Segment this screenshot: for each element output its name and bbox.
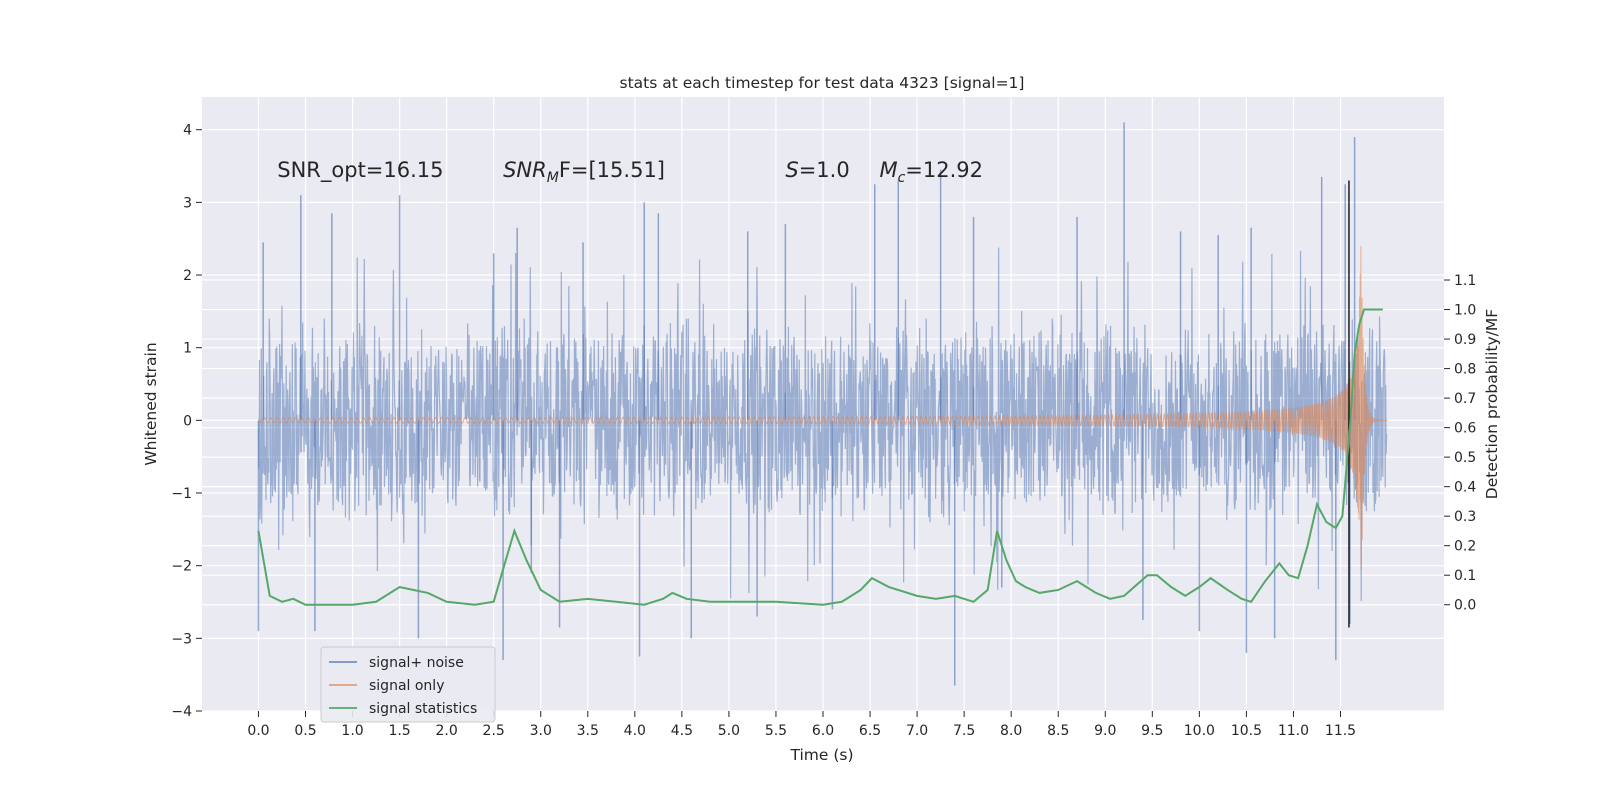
x-tick-label: 11.0 bbox=[1278, 723, 1309, 739]
x-tick-label: 7.5 bbox=[953, 723, 975, 739]
annotation-subscript: c bbox=[898, 170, 906, 186]
annotation-1: SNRMF=[15.51] bbox=[503, 158, 665, 186]
annotation-3: Mc=12.92 bbox=[879, 158, 983, 186]
x-axis-label: Time (s) bbox=[789, 746, 853, 764]
y-right-tick-label: 1.1 bbox=[1454, 273, 1476, 289]
axes: −4 −3 −2 −1 0 1 2 3 4 0.0 0.1 0.2 0.3 0.4 0.5 0.6 0.7 0.8… bbox=[171, 123, 1476, 739]
chart-title: stats at each timestep for test data 432… bbox=[620, 74, 1025, 92]
y-left-tick-label: −3 bbox=[171, 631, 192, 647]
series-signal-statistics bbox=[257, 308, 1383, 606]
y-left-tick-label: 2 bbox=[183, 268, 192, 284]
annotation-2: S=1.0 bbox=[785, 158, 849, 182]
annotation-symbol: M bbox=[879, 158, 897, 182]
x-tick-label: 9.5 bbox=[1141, 723, 1163, 739]
x-tick-label: 9.0 bbox=[1094, 723, 1116, 739]
y-left-tick-label: 0 bbox=[183, 413, 192, 429]
y-right-tick-label: 0.2 bbox=[1454, 539, 1476, 555]
y-left-tick-label: −1 bbox=[171, 486, 192, 502]
x-tick-label: 3.5 bbox=[577, 723, 599, 739]
y-right-tick-label: 0.1 bbox=[1454, 568, 1476, 584]
y-right-tick-label: 0.7 bbox=[1454, 391, 1476, 407]
legend-label: signal only bbox=[369, 678, 444, 694]
y-left-tick-label: −4 bbox=[171, 704, 192, 720]
y-right-tick-label: 0.0 bbox=[1454, 598, 1476, 614]
x-tick-label: 11.5 bbox=[1325, 723, 1356, 739]
x-tick-label: 4.0 bbox=[624, 723, 646, 739]
x-tick-label: 2.5 bbox=[483, 723, 505, 739]
annotation-0: SNR_opt=16.15 bbox=[277, 158, 443, 183]
annotation-text: =1.0 bbox=[799, 158, 850, 182]
annotation-text: SNR_opt=16.15 bbox=[277, 158, 443, 183]
y-right-tick-label: 0.3 bbox=[1454, 509, 1476, 525]
x-tick-label: 1.5 bbox=[388, 723, 410, 739]
annotation-text: =12.92 bbox=[905, 158, 983, 182]
y-right-tick-label: 0.6 bbox=[1454, 421, 1476, 437]
series-signal-only bbox=[258, 245, 1388, 570]
y-left-tick-label: 3 bbox=[183, 195, 192, 211]
x-tick-label: 1.0 bbox=[341, 723, 363, 739]
x-tick-label: 0.5 bbox=[294, 723, 316, 739]
x-tick-label: 4.5 bbox=[671, 723, 693, 739]
y-right-tick-label: 0.4 bbox=[1454, 480, 1476, 496]
x-tick-label: 2.0 bbox=[436, 723, 458, 739]
y-left-tick-label: 4 bbox=[183, 123, 192, 139]
x-tick-label: 10.0 bbox=[1184, 723, 1215, 739]
x-tick-label: 7.0 bbox=[906, 723, 928, 739]
y-left-tick-label: 1 bbox=[183, 341, 192, 357]
x-tick-label: 6.0 bbox=[812, 723, 834, 739]
x-tick-label: 6.5 bbox=[859, 723, 881, 739]
y-right-tick-label: 0.8 bbox=[1454, 362, 1476, 378]
x-tick-label: 5.5 bbox=[765, 723, 787, 739]
legend-label: signal statistics bbox=[369, 701, 477, 717]
y-axis-label-right: Detection probability/MF bbox=[1483, 309, 1501, 500]
annotation-subscript: M bbox=[547, 170, 559, 186]
annotations: SNR_opt=16.15 SNRMF=[15.51] S=1.0 Mc=12.92 bbox=[277, 158, 983, 186]
y-axis-label-left: Whitened strain bbox=[142, 342, 160, 465]
x-tick-label: 5.0 bbox=[718, 723, 740, 739]
annotation-symbol: SNR bbox=[503, 158, 547, 182]
y-left-tick-label: −2 bbox=[171, 559, 192, 575]
annotation-text: F=[15.51] bbox=[559, 158, 665, 182]
x-tick-label: 10.5 bbox=[1231, 723, 1262, 739]
x-tick-label: 8.5 bbox=[1047, 723, 1069, 739]
legend-label: signal+ noise bbox=[369, 655, 464, 671]
legend: signal+ noise signal only signal statistic… bbox=[320, 646, 496, 723]
y-right-tick-label: 0.5 bbox=[1454, 450, 1476, 466]
series-signal-plus-noise bbox=[257, 247, 1388, 602]
plot-area bbox=[257, 122, 1388, 686]
x-tick-label: 3.0 bbox=[530, 723, 552, 739]
x-tick-label: 8.0 bbox=[1000, 723, 1022, 739]
x-tick-label: 0.0 bbox=[247, 723, 269, 739]
annotation-symbol: S bbox=[785, 158, 798, 182]
y-right-tick-label: 0.9 bbox=[1454, 332, 1476, 348]
y-right-tick-label: 1.0 bbox=[1454, 303, 1476, 319]
legend-box bbox=[320, 646, 496, 723]
